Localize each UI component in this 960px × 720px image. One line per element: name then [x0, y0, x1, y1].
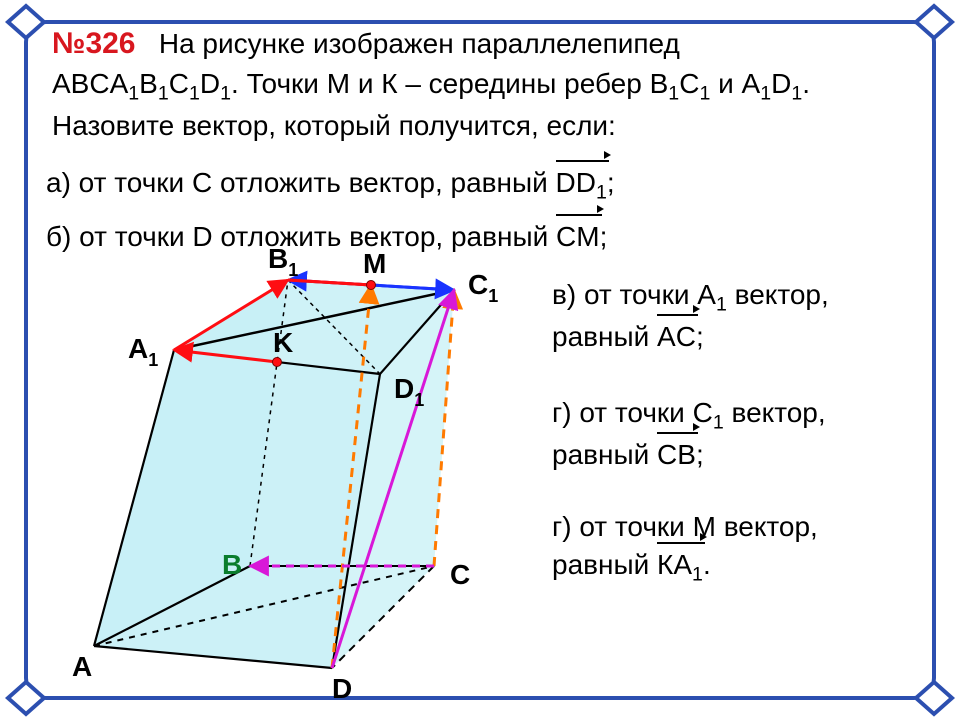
item-g1: г) от точки C1 вектор, равный CB;	[552, 394, 826, 474]
intro-3: Назовите вектор, который получится, если…	[52, 110, 616, 141]
svg-text:C: C	[450, 559, 470, 590]
item-g2-line1: г) от точки М вектор,	[552, 511, 818, 542]
svg-text:A: A	[72, 651, 92, 682]
vec-dd1: DD1	[556, 164, 607, 206]
svg-text:K: K	[273, 327, 293, 358]
item-v: в) от точки A1 вектор, равный AC;	[552, 276, 829, 356]
vec-cb: CB	[657, 436, 696, 474]
svg-text:A1: A1	[128, 333, 158, 370]
svg-text:M: M	[363, 248, 386, 279]
item-v-prefix: равный	[552, 321, 657, 352]
vec-ka1: КА1	[657, 546, 703, 588]
parallelepiped-diagram: ABCDA1B1C1D1MK	[22, 238, 542, 698]
problem-number: №326	[52, 27, 136, 60]
intro-2: ABCA1B1C1D1. Точки М и К – середины ребе…	[52, 68, 810, 99]
svg-text:B: B	[222, 549, 242, 580]
item-g1-line1: г) от точки C1 вектор,	[552, 397, 826, 428]
item-v-line1: в) от точки A1 вектор,	[552, 279, 829, 310]
item-g2-prefix: равный	[552, 549, 657, 580]
problem-header: №326 На рисунке изображен параллелепипед…	[52, 24, 918, 144]
item-a-text: а) от точки С отложить вектор, равный	[46, 167, 556, 198]
item-g2: г) от точки М вектор, равный КА1.	[552, 508, 818, 588]
vec-ac: AC	[657, 318, 696, 356]
svg-text:D: D	[332, 673, 352, 704]
vec-cm: CM	[556, 218, 600, 256]
intro-1: На рисунке изображен параллелепипед	[159, 28, 680, 59]
item-a: а) от точки С отложить вектор, равный DD…	[46, 164, 615, 206]
svg-text:C1: C1	[468, 269, 498, 306]
svg-text:B1: B1	[268, 243, 298, 280]
item-g1-prefix: равный	[552, 439, 657, 470]
